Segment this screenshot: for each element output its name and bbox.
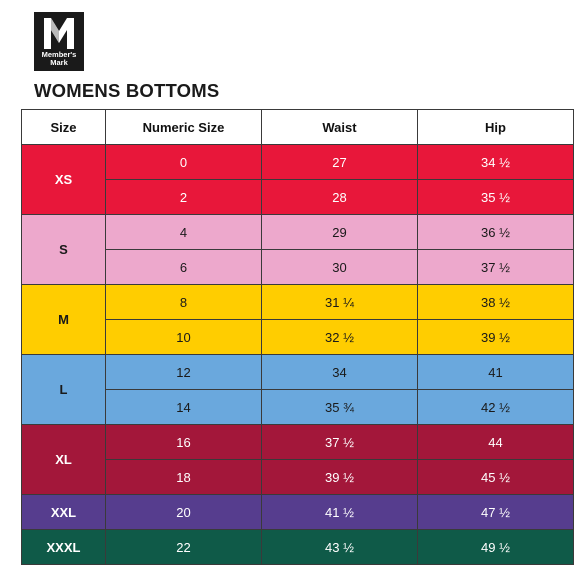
numeric-size-cell: 10: [105, 319, 262, 355]
hip-cell: 39 ½: [417, 319, 574, 355]
waist-cell: 28: [261, 179, 418, 215]
numeric-size-cell: 2: [105, 179, 262, 215]
waist-cell: 43 ½: [261, 529, 418, 565]
size-label-cell: XXL: [21, 494, 106, 530]
hip-cell: 37 ½: [417, 249, 574, 285]
size-chart-body: XS 0 27 34 ½ 2 28 35 ½ S 4 29 36 ½ 6 30 37 ½ M 8 31 ¼ 38 …: [21, 144, 574, 565]
numeric-size-cell: 4: [105, 214, 262, 250]
numeric-size-cell: 16: [105, 424, 262, 460]
size-chart-table: Size Numeric Size Waist Hip XS 0 27 34 ½ 2 28…: [21, 109, 574, 565]
hip-cell: 47 ½: [417, 494, 574, 530]
waist-cell: 32 ½: [261, 319, 418, 355]
size-label-cell: S: [21, 214, 106, 285]
waist-cell: 27: [261, 144, 418, 180]
numeric-size-cell: 8: [105, 284, 262, 320]
size-label-cell: XL: [21, 424, 106, 495]
numeric-size-cell: 12: [105, 354, 262, 390]
hip-cell: 38 ½: [417, 284, 574, 320]
header-size: Size: [21, 109, 106, 145]
header-waist: Waist: [261, 109, 418, 145]
numeric-size-cell: 0: [105, 144, 262, 180]
table-row: XXL 20 41 ½ 47 ½: [21, 494, 574, 530]
hip-cell: 44: [417, 424, 574, 460]
waist-cell: 31 ¼: [261, 284, 418, 320]
table-header-row: Size Numeric Size Waist Hip: [21, 109, 574, 145]
table-row: M 8 31 ¼ 38 ½: [21, 284, 574, 355]
numeric-size-cell: 18: [105, 459, 262, 495]
numeric-size-cell: 14: [105, 389, 262, 425]
waist-cell: 29: [261, 214, 418, 250]
hip-cell: 42 ½: [417, 389, 574, 425]
waist-cell: 41 ½: [261, 494, 418, 530]
waist-cell: 35 ¾: [261, 389, 418, 425]
logo-text-line2: Mark: [50, 58, 68, 67]
table-row: L 12 34 41: [21, 354, 574, 425]
hip-cell: 45 ½: [417, 459, 574, 495]
header-numeric-size: Numeric Size: [105, 109, 262, 145]
table-row: XS 0 27 34 ½: [21, 144, 574, 215]
waist-cell: 30: [261, 249, 418, 285]
waist-cell: 34: [261, 354, 418, 390]
table-row: XXXL 22 43 ½ 49 ½: [21, 529, 574, 565]
hip-cell: 36 ½: [417, 214, 574, 250]
members-mark-m-icon: [44, 18, 74, 49]
header-hip: Hip: [417, 109, 574, 145]
logo-text-line1: Member's: [41, 50, 77, 59]
waist-cell: 39 ½: [261, 459, 418, 495]
table-row: XL 16 37 ½ 44: [21, 424, 574, 495]
numeric-size-cell: 22: [105, 529, 262, 565]
size-label-cell: L: [21, 354, 106, 425]
table-row: S 4 29 36 ½: [21, 214, 574, 285]
table-row: 6 30 37 ½: [21, 249, 574, 285]
size-label-cell: XXXL: [21, 529, 106, 565]
numeric-size-cell: 20: [105, 494, 262, 530]
table-row: 18 39 ½ 45 ½: [21, 459, 574, 495]
size-label-cell: XS: [21, 144, 106, 215]
hip-cell: 49 ½: [417, 529, 574, 565]
hip-cell: 35 ½: [417, 179, 574, 215]
size-label-cell: M: [21, 284, 106, 355]
page-title: WOMENS BOTTOMS: [34, 80, 220, 101]
hip-cell: 34 ½: [417, 144, 574, 180]
table-row: 14 35 ¾ 42 ½: [21, 389, 574, 425]
members-mark-logo: Member's Mark: [34, 12, 84, 71]
hip-cell: 41: [417, 354, 574, 390]
waist-cell: 37 ½: [261, 424, 418, 460]
numeric-size-cell: 6: [105, 249, 262, 285]
